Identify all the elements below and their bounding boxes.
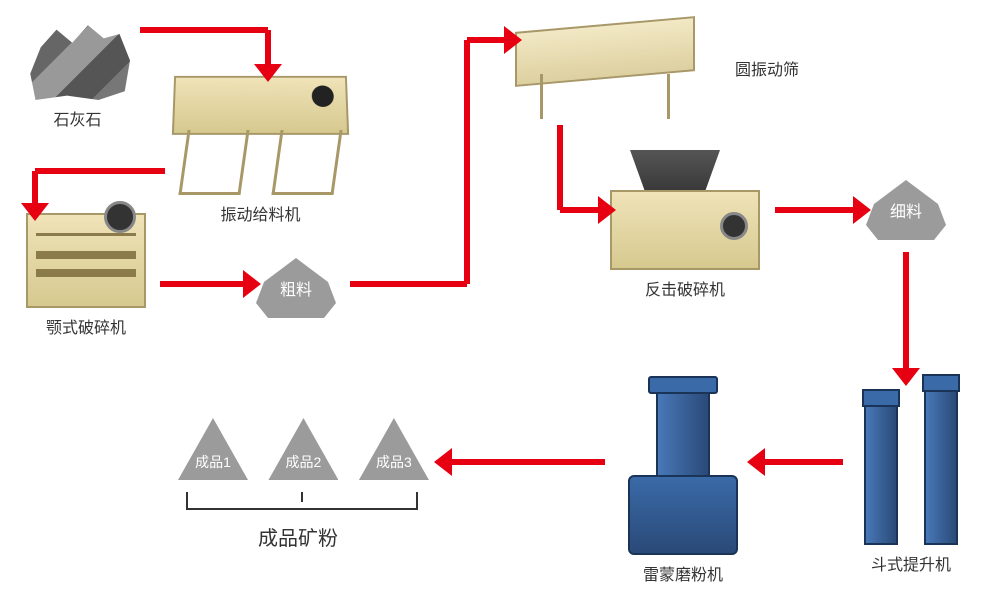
product-1-label: 成品1 [178,452,248,472]
elevator-image [856,380,966,545]
product-triangle-1: 成品1 [178,418,248,480]
node-vibrating-screen [515,24,695,119]
feeder-image [173,75,348,195]
feeder-label: 振动给料机 [173,201,348,225]
node-coarse-pile: 粗料 [256,258,336,318]
node-elevator: 斗式提升机 [856,380,966,575]
impact-crusher-image [610,150,760,270]
products-group-label: 成品矿粉 [258,522,338,551]
node-feeder: 振动给料机 [173,75,348,225]
coarse-pile-label: 粗料 [280,276,312,300]
elevator-label: 斗式提升机 [856,551,966,575]
node-jaw-crusher: 颚式破碎机 [26,213,146,338]
fine-pile-label: 细料 [890,198,922,222]
node-impact-crusher: 反击破碎机 [610,150,760,300]
node-fine-pile: 细料 [866,180,946,240]
limestone-label: 石灰石 [25,106,130,130]
node-limestone: 石灰石 [25,12,130,130]
raymond-mill-label: 雷蒙磨粉机 [618,561,748,585]
node-raymond-mill: 雷蒙磨粉机 [618,380,748,585]
product-triangle-3: 成品3 [359,418,429,480]
fine-pile-shape: 细料 [866,180,946,240]
product-3-label: 成品3 [359,452,429,472]
coarse-pile-shape: 粗料 [256,258,336,318]
jaw-crusher-image [26,213,146,308]
vibrating-screen-label: 圆振动筛 [735,56,799,80]
jaw-crusher-label: 颚式破碎机 [26,314,146,338]
product-triangle-2: 成品2 [268,418,338,480]
node-products-group: 成品1 成品2 成品3 [170,418,437,485]
product-2-label: 成品2 [268,452,338,472]
limestone-image [25,12,130,100]
raymond-mill-image [618,380,748,555]
vibrating-screen-image [515,24,695,119]
products-bracket [186,492,418,510]
impact-crusher-label: 反击破碎机 [610,276,760,300]
